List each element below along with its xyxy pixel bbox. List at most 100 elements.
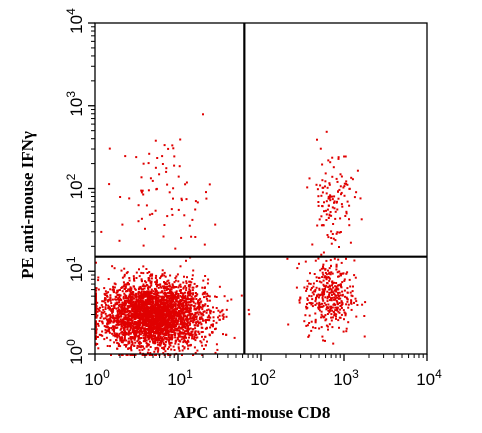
scatter-point [164,334,167,337]
scatter-point [108,326,111,329]
scatter-point [322,304,325,307]
scatter-point [206,316,209,319]
scatter-point [109,288,112,291]
scatter-point [142,283,145,286]
scatter-point [201,286,204,289]
scatter-point [199,316,201,319]
scatter-point [142,303,145,306]
scatter-point [133,318,136,321]
scatter-point [105,318,108,321]
scatter-point [111,325,114,328]
scatter-point [331,284,333,287]
scatter-point [194,330,197,333]
scatter-point [136,330,139,333]
scatter-point [154,320,157,323]
scatter-point [327,197,330,200]
scatter-point [331,272,334,275]
scatter-point [119,312,122,315]
scatter-point [325,219,328,221]
scatter-point [143,319,146,322]
scatter-point [101,322,104,325]
scatter-point [321,298,324,301]
scatter-point [344,155,347,158]
scatter-point [129,335,132,338]
scatter-point [124,309,127,312]
scatter-point [214,223,217,226]
scatter-point [167,319,170,322]
scatter-point [144,299,147,302]
scatter-point [339,297,342,300]
scatter-point [164,337,166,339]
scatter-point [191,218,194,221]
scatter-point [330,294,333,296]
scatter-point [125,345,127,348]
scatter-point [142,313,145,316]
scatter-point [163,354,166,356]
scatter-point [310,303,313,306]
scatter-point [168,284,171,287]
scatter-point [147,330,150,333]
scatter-point [353,274,356,277]
scatter-point [317,195,320,198]
scatter-point [324,180,327,183]
scatter-point [201,312,204,315]
scatter-point [160,303,163,306]
scatter-point [116,336,119,339]
scatter-point [162,314,165,317]
scatter-point [184,294,187,297]
scatter-point [132,326,135,328]
scatter-point [194,351,197,354]
scatter-point [125,283,128,286]
scatter-point [329,211,332,213]
scatter-point [204,344,207,347]
scatter-point [348,204,351,207]
scatter-point [161,305,164,308]
scatter-point [191,335,194,338]
scatter-point [143,295,146,298]
scatter-point [177,338,179,341]
scatter-point [144,227,146,230]
scatter-point [192,328,195,331]
scatter-point [123,292,126,295]
scatter-point [338,275,341,278]
scatter-point [138,340,141,343]
scatter-point [131,336,134,339]
scatter-point [182,315,185,318]
scatter-point [307,335,310,338]
scatter-point [129,296,132,299]
scatter-point [137,338,140,341]
scatter-point [341,290,344,293]
scatter-point [195,308,198,311]
scatter-point [337,297,340,300]
scatter-point [333,312,336,315]
scatter-point [115,302,118,305]
scatter-point [148,325,151,328]
scatter-point [133,334,136,337]
scatter-point [181,294,184,297]
scatter-point [189,290,191,293]
scatter-point [157,286,160,289]
scatter-point [99,306,101,309]
scatter-point [141,309,144,312]
scatter-point [321,163,324,166]
scatter-point [133,322,136,325]
scatter-point [140,307,143,310]
scatter-point [166,287,169,290]
scatter-point [318,287,321,290]
scatter-point [179,323,182,326]
scatter-point [188,323,191,326]
scatter-point [171,325,174,328]
scatter-point [133,320,136,323]
scatter-point [326,282,329,284]
scatter-point [144,329,147,332]
scatter-point [128,288,131,291]
scatter-point [156,285,158,288]
scatter-point [193,307,196,310]
scatter-point [335,265,338,268]
scatter-point [117,321,120,324]
scatter-point [113,330,115,333]
scatter-point [146,351,149,354]
scatter-point [127,316,130,319]
scatter-point [145,325,148,327]
